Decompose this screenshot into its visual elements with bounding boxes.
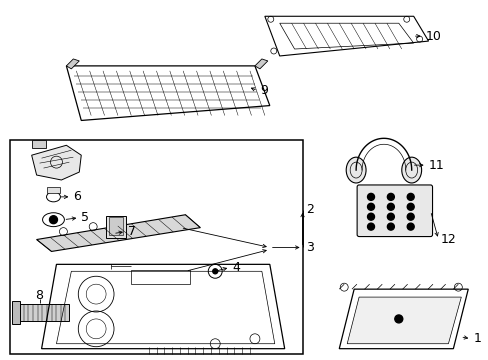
Circle shape	[386, 223, 393, 230]
Circle shape	[367, 223, 374, 230]
Polygon shape	[254, 59, 267, 69]
Circle shape	[407, 203, 413, 210]
Polygon shape	[66, 59, 79, 69]
Bar	[32, 140, 45, 148]
Polygon shape	[37, 215, 200, 251]
Circle shape	[386, 203, 393, 210]
Text: 1: 1	[472, 332, 480, 345]
Text: 9: 9	[259, 84, 267, 97]
Polygon shape	[20, 304, 69, 321]
FancyBboxPatch shape	[356, 185, 432, 237]
Circle shape	[394, 315, 402, 323]
Circle shape	[407, 223, 413, 230]
Polygon shape	[32, 145, 81, 180]
Bar	[109, 217, 122, 235]
Circle shape	[407, 213, 413, 220]
Text: 4: 4	[232, 261, 240, 274]
Ellipse shape	[346, 157, 366, 183]
Bar	[106, 216, 126, 238]
Bar	[10, 140, 302, 354]
Text: 12: 12	[440, 233, 455, 246]
Polygon shape	[12, 301, 20, 324]
Text: 8: 8	[36, 289, 43, 302]
Circle shape	[367, 213, 374, 220]
Circle shape	[386, 193, 393, 201]
Ellipse shape	[401, 157, 421, 183]
Text: 2: 2	[306, 203, 314, 216]
Text: 3: 3	[306, 241, 314, 254]
Bar	[46, 187, 61, 193]
Circle shape	[367, 203, 374, 210]
Circle shape	[49, 216, 57, 224]
Circle shape	[367, 193, 374, 201]
Polygon shape	[346, 297, 460, 344]
Text: 5: 5	[81, 211, 89, 224]
Circle shape	[407, 193, 413, 201]
Circle shape	[212, 269, 217, 274]
Circle shape	[386, 213, 393, 220]
Text: 11: 11	[427, 159, 444, 172]
Text: 10: 10	[425, 30, 441, 42]
Text: 6: 6	[73, 190, 81, 203]
Bar	[131, 270, 190, 284]
Text: 7: 7	[128, 225, 136, 238]
